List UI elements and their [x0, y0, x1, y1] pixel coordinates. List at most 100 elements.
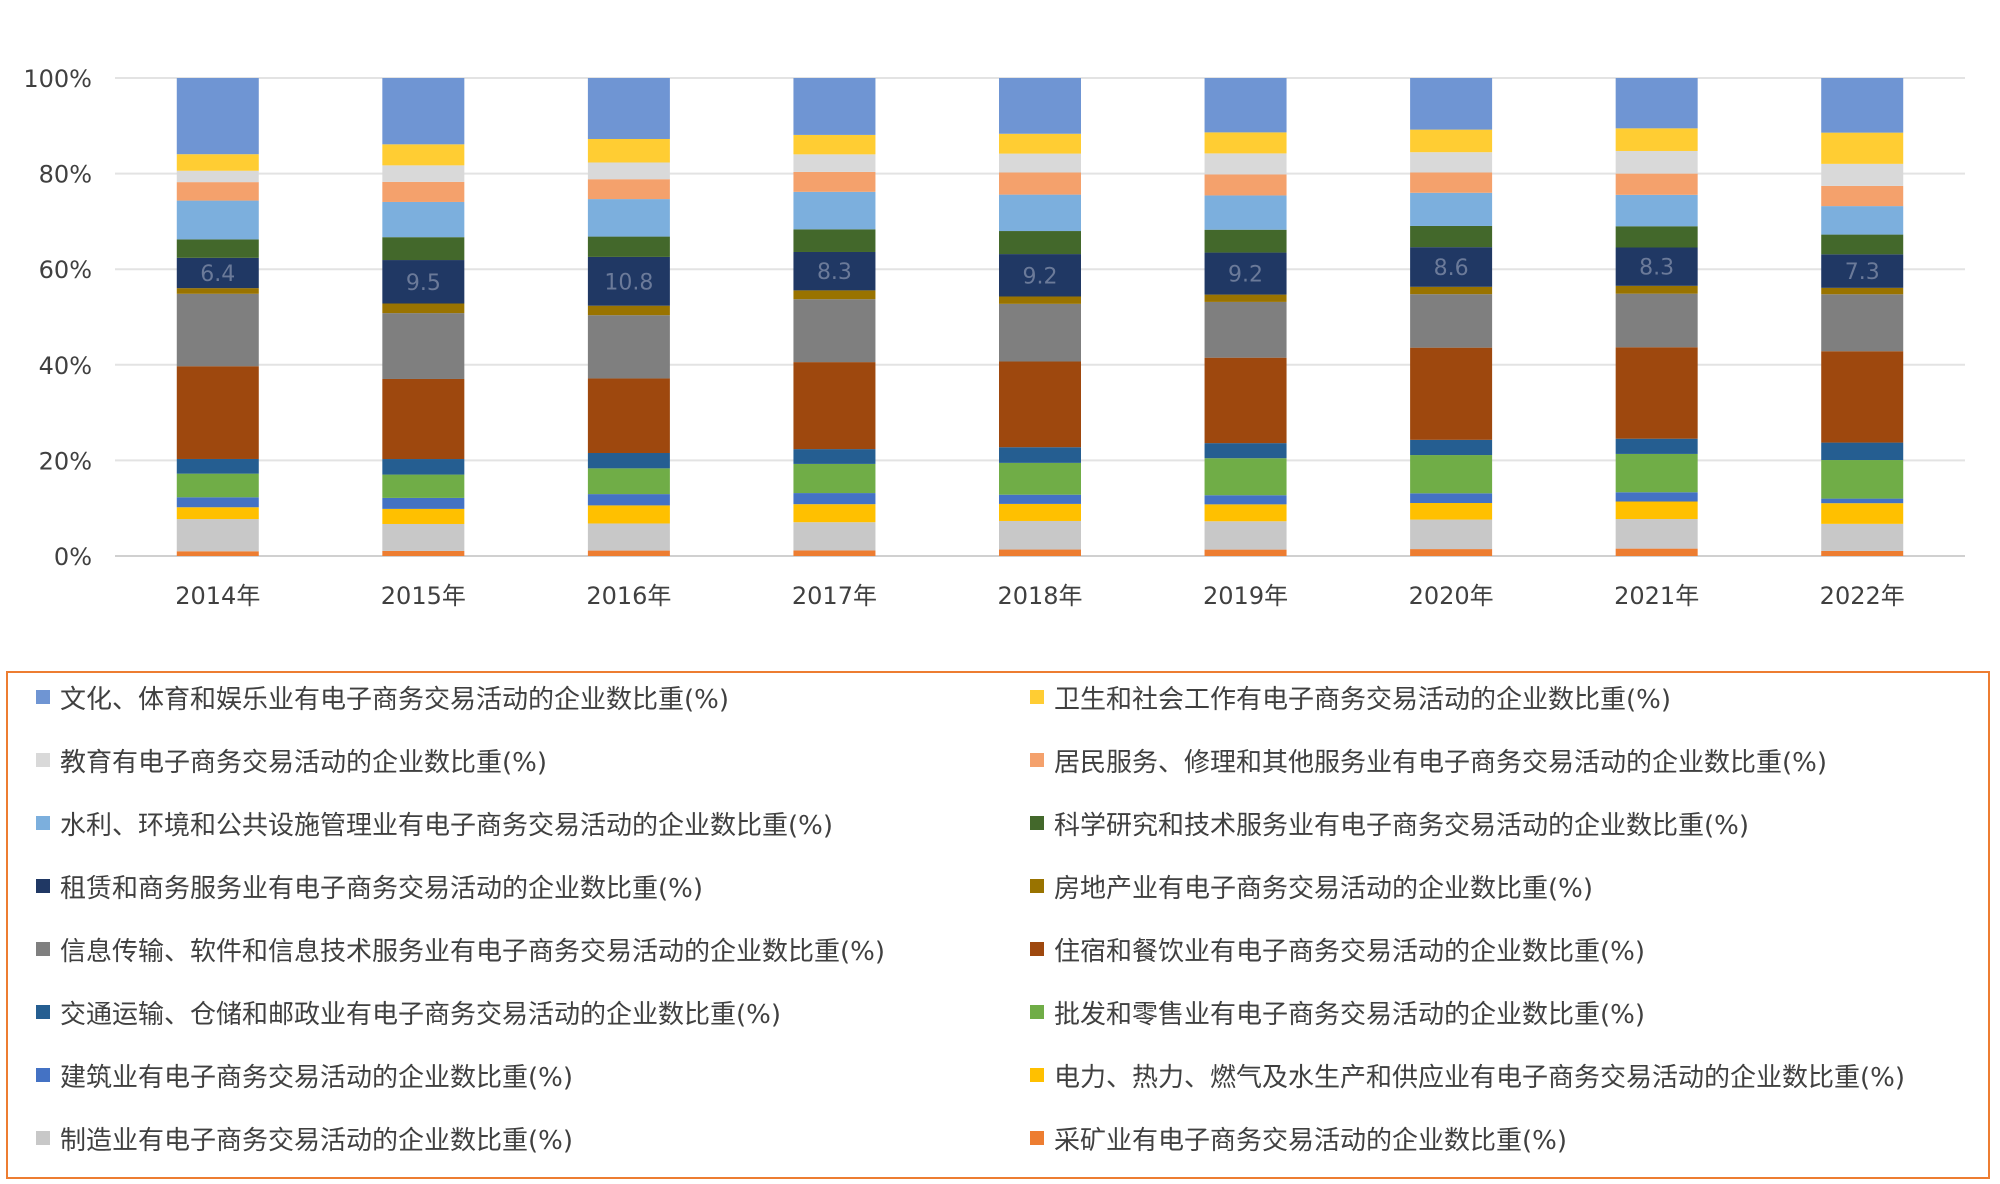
bar-segment [1821, 206, 1904, 235]
bar-segment [1410, 519, 1493, 550]
bar-segment [587, 179, 670, 200]
bar-segment [999, 133, 1081, 154]
legend-item: 交通运输、仓储和邮政业有电子商务交易活动的企业数比重(%) [36, 992, 781, 1032]
legend-label: 制造业有电子商务交易活动的企业数比重(%) [60, 1125, 573, 1156]
bar-segment [1821, 132, 1904, 164]
bar-segment [793, 522, 876, 551]
legend-item: 制造业有电子商务交易活动的企业数比重(%) [36, 1118, 573, 1158]
bar-segment [999, 254, 1081, 297]
data-label: 9.2 [1228, 263, 1263, 288]
legend-swatch [1030, 690, 1044, 704]
bar-segment [176, 293, 259, 367]
legend-swatch [1030, 879, 1044, 893]
legend-item: 卫生和社会工作有电子商务交易活动的企业数比重(%) [1030, 677, 1671, 717]
bar-segment [793, 251, 876, 291]
bar-segment [587, 505, 670, 524]
bar-segment [1204, 495, 1287, 505]
data-label: 8.3 [1639, 256, 1674, 281]
legend-swatch [36, 1131, 50, 1145]
data-label: 10.8 [604, 270, 653, 295]
bar-segment [587, 256, 670, 306]
bar-segment [587, 468, 670, 495]
y-tick-label: 40% [39, 352, 92, 380]
legend-swatch [36, 690, 50, 704]
legend-label: 批发和零售业有电子商务交易活动的企业数比重(%) [1054, 999, 1645, 1030]
legend-label: 水利、环境和公共设施管理业有电子商务交易活动的企业数比重(%) [60, 810, 833, 841]
bar-segment [1615, 150, 1698, 174]
bar-segment [793, 362, 876, 450]
bar-segment [1204, 252, 1287, 295]
bar-segment [1410, 502, 1493, 520]
bar-segment [999, 503, 1081, 521]
bar-segment [1410, 129, 1493, 153]
bar-segment [1821, 234, 1904, 255]
legend-swatch [1030, 942, 1044, 956]
bar-segment [793, 154, 876, 172]
bar-segment [382, 237, 465, 261]
bar-segment [1821, 287, 1904, 295]
bar-segment [1615, 347, 1698, 439]
bar-segment [1821, 78, 1904, 133]
bar-segment [176, 170, 259, 183]
bar-segment [1410, 347, 1493, 440]
bar-segment [1204, 458, 1287, 496]
bar-segment [1821, 498, 1904, 504]
legend-item: 信息传输、软件和信息技术服务业有电子商务交易活动的企业数比重(%) [36, 929, 885, 969]
bar-segment [793, 229, 876, 252]
bar-segment [1821, 351, 1904, 443]
x-tick-label: 2014年 [175, 582, 260, 610]
bar-segment [1615, 453, 1698, 493]
legend-swatch [36, 1005, 50, 1019]
y-tick-label: 100% [23, 65, 92, 93]
bar-segment [793, 171, 876, 192]
bar-segment [176, 366, 259, 459]
bar-segment [793, 550, 876, 556]
bar-segment [793, 493, 876, 505]
bar-segment [1204, 153, 1287, 175]
bar-segment [1204, 174, 1287, 196]
data-label: 9.2 [1023, 264, 1058, 289]
bar-segment [587, 78, 670, 139]
bar-segment [587, 305, 670, 316]
bar-segment [1615, 285, 1698, 294]
bar-segment [1821, 503, 1904, 524]
bar-segment [1410, 152, 1493, 173]
data-label: 8.3 [817, 260, 852, 285]
bar-segment [1204, 521, 1287, 550]
bar-segment [587, 236, 670, 257]
bar-segment [1615, 519, 1698, 549]
bar-segment [1204, 78, 1287, 133]
legend-swatch [1030, 1068, 1044, 1082]
bar-segment [382, 474, 465, 498]
bar-segment [999, 172, 1081, 195]
bar-segment [1821, 254, 1904, 288]
bar-segment [176, 239, 259, 258]
bar-segment [587, 550, 670, 556]
bar-segment [999, 153, 1081, 173]
bar-segment [382, 181, 465, 202]
bar-segment [382, 165, 465, 182]
y-tick-label: 20% [39, 447, 92, 475]
bar-segment [999, 494, 1081, 504]
bar-segment [587, 378, 670, 453]
bar-segment [1204, 132, 1287, 154]
y-tick-label: 60% [39, 256, 92, 284]
legend-label: 租赁和商务服务业有电子商务交易活动的企业数比重(%) [60, 873, 703, 904]
legend-item: 居民服务、修理和其他服务业有电子商务交易活动的企业数比重(%) [1030, 740, 1827, 780]
x-tick-label: 2016年 [586, 582, 671, 610]
bar-segment [176, 257, 259, 289]
legend-label: 文化、体育和娱乐业有电子商务交易活动的企业数比重(%) [60, 684, 729, 715]
bar-segment [382, 550, 465, 556]
stacked-bar-chart: 0% 20% 40% 60% 80% 100% 6.4 2014年 9.5 2015年 10.8 20… [23, 65, 1965, 610]
bar-segment [176, 154, 259, 171]
bar-segment [176, 200, 259, 240]
legend-swatch [1030, 816, 1044, 830]
bar-segment [1821, 550, 1904, 556]
legend-label: 住宿和餐饮业有电子商务交易活动的企业数比重(%) [1054, 936, 1645, 967]
bar-segment [382, 497, 465, 509]
bar-segment [382, 523, 465, 551]
bar-segment [793, 134, 876, 155]
legend-label: 教育有电子商务交易活动的企业数比重(%) [60, 747, 547, 778]
bar-segment [1821, 460, 1904, 499]
bar-segment [1821, 163, 1904, 186]
